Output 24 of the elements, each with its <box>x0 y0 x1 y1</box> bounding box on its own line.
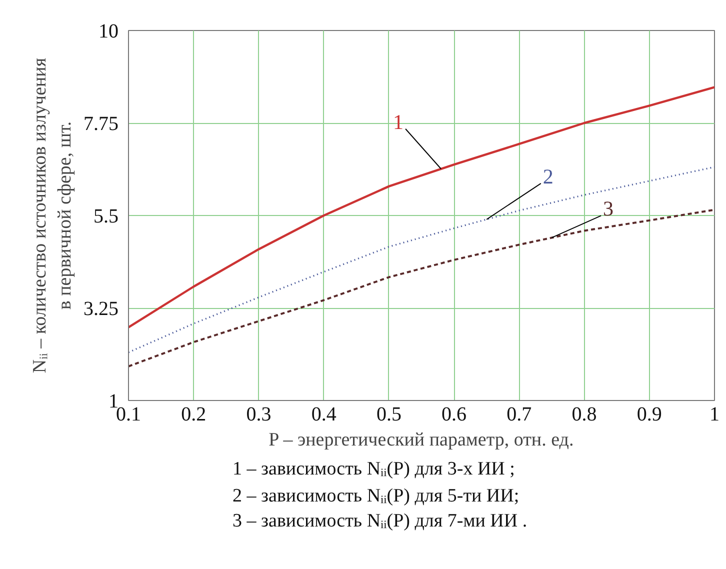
y-tick-label: 3.25 <box>84 298 118 320</box>
series-label: 3 <box>603 196 614 221</box>
x-tick-label: 0.8 <box>572 404 597 426</box>
text: 3 – зависимость Nᵢᵢ(P) для 7-ми ИИ . <box>232 510 528 532</box>
text: 2 – зависимость Nᵢᵢ(P) для 5-ти ИИ; <box>232 486 520 506</box>
x-tick-label: 0.7 <box>506 404 532 426</box>
x-tick-label: 0.2 <box>181 404 206 426</box>
line-series <box>128 86 714 328</box>
text: 1 <box>393 110 404 134</box>
x-tick-label: 0.3 <box>246 404 272 426</box>
x-tick-label: 0.4 <box>311 404 336 426</box>
series-label: 2 <box>542 164 554 188</box>
x-tick-label: 0.6 <box>442 404 467 426</box>
x-tick-label: 1 <box>710 404 720 426</box>
y-tick-label: 7.75 <box>84 113 118 135</box>
x-tick-label: 0.9 <box>636 404 662 426</box>
text: 1 – зависимость Nᵢᵢ(P) для 3-х ИИ ; <box>232 458 515 480</box>
x-tick-label: 0.1 <box>116 404 141 426</box>
x-axis-title: P – энергетический параметр, отн. ед. <box>268 430 574 450</box>
line-series <box>128 166 714 354</box>
y-axis-title: Nᵢᵢ – количество источников излучения в первичной сфере, шт. <box>29 58 76 374</box>
y-tick-label: 5.5 <box>94 206 118 228</box>
y-tick-label: 10 <box>98 20 118 42</box>
x-tick-label: 0.5 <box>376 404 402 426</box>
